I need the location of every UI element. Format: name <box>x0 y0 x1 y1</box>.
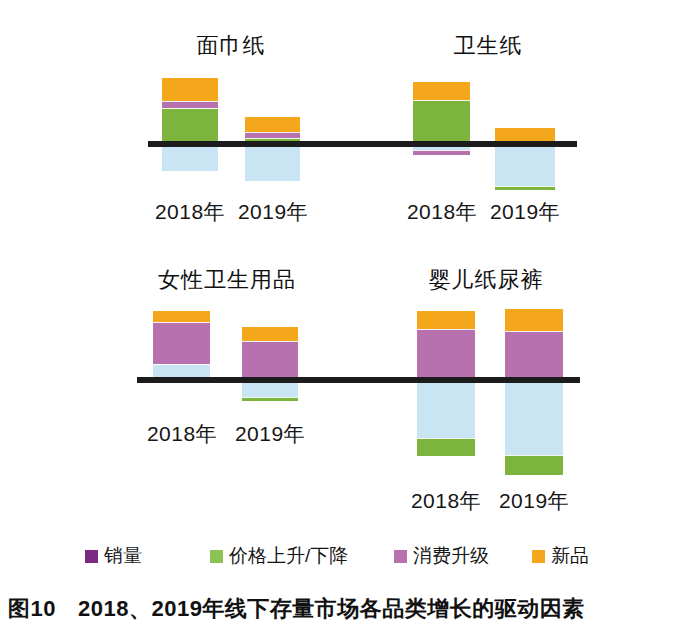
figure-caption-text: 2018、2019年线下存量市场各品类增长的驱动因素 <box>78 596 585 621</box>
bar-above-baseline <box>413 82 470 141</box>
bar-segment <box>417 438 475 456</box>
bar-segment <box>417 383 475 438</box>
bar-segment <box>505 331 563 377</box>
chart-title-facial-tissue: 面巾纸 <box>131 31 331 61</box>
chart-title-feminine-hygiene: 女性卫生用品 <box>107 265 347 295</box>
bar-segment <box>245 138 300 141</box>
chart-title-baby-diapers: 婴儿纸尿裤 <box>366 265 606 295</box>
bar-above-baseline <box>162 78 218 141</box>
category-label: 2019年 <box>210 420 330 448</box>
bar-below-baseline <box>162 147 218 171</box>
category-label: 2019年 <box>213 198 333 226</box>
bar-below-baseline <box>495 147 555 190</box>
bar-above-baseline <box>245 117 300 141</box>
bar-segment <box>242 383 298 397</box>
bar-segment <box>495 186 555 190</box>
legend-item-consumption-upgrade: 消费升级 <box>394 545 489 567</box>
bar-segment <box>162 108 218 141</box>
legend-label: 销量 <box>104 543 142 569</box>
bar-below-baseline <box>245 147 300 181</box>
consumption-upgrade-swatch-icon <box>394 550 407 563</box>
bar-segment <box>505 309 563 331</box>
bar-segment <box>413 100 470 141</box>
bar-segment <box>417 329 475 377</box>
legend-label: 新品 <box>551 543 589 569</box>
bar-segment <box>413 150 470 155</box>
bar-segment <box>153 322 210 364</box>
bar-below-baseline <box>413 147 470 155</box>
bar-segment <box>495 128 555 141</box>
bar-below-baseline <box>417 383 475 456</box>
figure-number: 图10 <box>8 596 56 621</box>
bar-above-baseline <box>417 311 475 377</box>
figure-caption: 图10 2018、2019年线下存量市场各品类增长的驱动因素 <box>8 594 585 624</box>
category-label: 2019年 <box>474 487 594 515</box>
legend-label: 价格上升/下降 <box>229 543 348 569</box>
chart-canvas: 面巾纸 卫生纸 女性卫生用品 婴儿纸尿裤 2018年 2019年 2018年 2… <box>0 0 700 634</box>
new-products-swatch-icon <box>532 550 545 563</box>
bar-segment <box>417 311 475 329</box>
bar-above-baseline <box>505 309 563 377</box>
bar-segment <box>162 78 218 101</box>
bar-segment <box>505 455 563 475</box>
bar-segment <box>162 101 218 108</box>
bar-segment <box>505 383 563 455</box>
bar-segment <box>495 147 555 186</box>
bar-below-baseline <box>242 383 298 401</box>
bar-segment <box>153 311 210 322</box>
category-label: 2019年 <box>465 198 585 226</box>
bar-segment <box>245 147 300 181</box>
bar-segment <box>242 341 298 377</box>
bar-above-baseline <box>242 327 298 377</box>
bar-segment <box>242 327 298 341</box>
bar-segment <box>162 147 218 171</box>
price-change-swatch-icon <box>210 550 223 563</box>
bar-above-baseline <box>495 128 555 141</box>
legend-item-new-products: 新品 <box>532 545 589 567</box>
bar-segment <box>413 82 470 100</box>
bar-above-baseline <box>153 311 210 377</box>
bar-below-baseline <box>505 383 563 475</box>
sales-volume-swatch-icon <box>85 550 98 563</box>
bar-segment <box>153 364 210 377</box>
legend-item-sales-volume: 销量 <box>85 545 142 567</box>
legend-label: 消费升级 <box>413 543 489 569</box>
bar-segment <box>242 397 298 401</box>
bar-segment <box>245 117 300 132</box>
legend-item-price-change: 价格上升/下降 <box>210 545 348 567</box>
chart-title-toilet-paper: 卫生纸 <box>388 31 588 61</box>
